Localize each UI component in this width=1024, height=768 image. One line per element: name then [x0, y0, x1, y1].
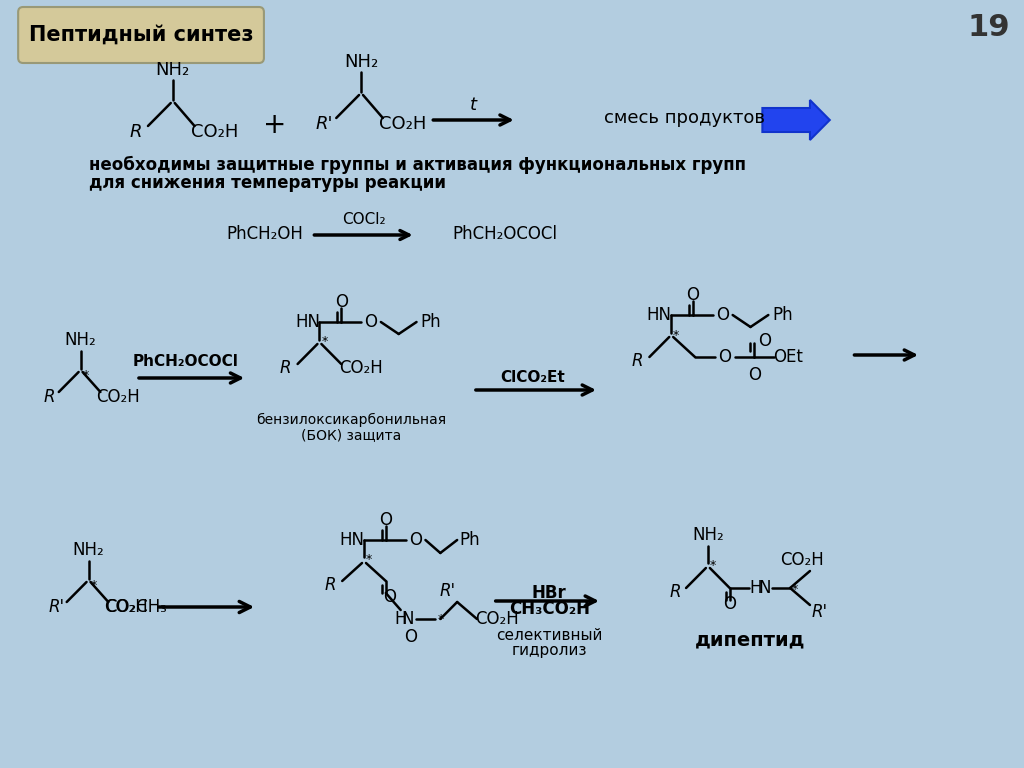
Text: PhCH₂OCOCl: PhCH₂OCOCl — [133, 355, 239, 369]
Text: NH₂: NH₂ — [156, 61, 189, 79]
Text: CO₂H: CO₂H — [780, 551, 824, 569]
Text: R: R — [632, 352, 643, 370]
Text: O: O — [383, 588, 396, 606]
Text: гидролиз: гидролиз — [512, 644, 587, 658]
Text: NH₂: NH₂ — [73, 541, 104, 559]
Text: ClCO₂Et: ClCO₂Et — [500, 370, 565, 386]
Text: R: R — [280, 359, 292, 377]
Polygon shape — [763, 100, 829, 140]
Text: R: R — [43, 388, 54, 406]
Text: O: O — [409, 531, 422, 549]
Text: NH₂: NH₂ — [344, 53, 378, 71]
Text: R': R' — [49, 598, 65, 616]
Text: PhCH₂OH: PhCH₂OH — [226, 225, 303, 243]
Text: *: * — [90, 578, 96, 591]
Text: CO₂H: CO₂H — [96, 388, 140, 406]
Text: CH₃CO₂H: CH₃CO₂H — [509, 600, 590, 618]
Text: PhCH₂OCOCl: PhCH₂OCOCl — [453, 225, 557, 243]
Text: NH₂: NH₂ — [692, 526, 724, 544]
Text: *: * — [710, 558, 716, 571]
Text: *: * — [437, 613, 443, 625]
Text: R': R' — [439, 582, 456, 600]
Text: смесь продуктов: смесь продуктов — [604, 109, 765, 127]
Text: необходимы защитные группы и активация функциональных групп: необходимы защитные группы и активация ф… — [88, 156, 745, 174]
Text: O: O — [335, 293, 348, 311]
Text: H: H — [394, 610, 407, 628]
Text: N: N — [758, 579, 771, 597]
Text: *: * — [366, 552, 372, 565]
Text: R: R — [670, 583, 681, 601]
Text: CO₂H: CO₂H — [339, 359, 383, 377]
Text: O: O — [365, 313, 378, 331]
Text: HN: HN — [340, 531, 365, 549]
Text: H: H — [750, 579, 762, 597]
Text: HN: HN — [295, 313, 321, 331]
Text: O: O — [758, 332, 771, 350]
Text: Пептидный синтез: Пептидный синтез — [29, 25, 253, 45]
Text: O: O — [404, 628, 417, 646]
Text: HBr: HBr — [531, 584, 566, 602]
Text: O: O — [723, 595, 736, 613]
Text: (БОК) защита: (БОК) защита — [301, 428, 401, 442]
Text: *: * — [322, 336, 328, 349]
Text: O: O — [748, 366, 761, 384]
Text: *: * — [82, 369, 89, 382]
Text: для снижения температуры реакции: для снижения температуры реакции — [88, 174, 445, 192]
Text: дипептид: дипептид — [695, 631, 806, 650]
Text: Ph: Ph — [772, 306, 793, 324]
Text: CO₂H: CO₂H — [190, 123, 238, 141]
Text: NH₂: NH₂ — [65, 331, 96, 349]
Text: 19: 19 — [967, 14, 1010, 42]
Text: O: O — [718, 348, 731, 366]
Text: CO₂H: CO₂H — [475, 610, 519, 628]
Text: O: O — [379, 511, 392, 529]
Text: Ph: Ph — [420, 313, 440, 331]
Text: R': R' — [315, 115, 333, 133]
Text: R: R — [130, 123, 142, 141]
Text: OEt: OEt — [773, 348, 803, 366]
Text: CO₂CH₃: CO₂CH₃ — [105, 598, 167, 616]
Text: N: N — [401, 610, 414, 628]
Text: O: O — [716, 306, 729, 324]
Text: R: R — [325, 576, 336, 594]
Text: *: * — [673, 329, 679, 342]
Text: CO₂H: CO₂H — [379, 115, 426, 133]
Text: HN: HN — [647, 306, 672, 324]
Text: t: t — [470, 96, 476, 114]
FancyBboxPatch shape — [18, 7, 264, 63]
Text: CO₂H: CO₂H — [104, 598, 148, 616]
Text: селективный: селективный — [497, 627, 602, 643]
Text: бензилоксикарбонильная: бензилоксикарбонильная — [256, 413, 446, 427]
Text: COCl₂: COCl₂ — [342, 213, 386, 227]
Text: R': R' — [812, 603, 828, 621]
Text: O: O — [686, 286, 699, 304]
Text: *: * — [792, 584, 799, 597]
Text: +: + — [263, 111, 287, 139]
Text: Ph: Ph — [460, 531, 480, 549]
